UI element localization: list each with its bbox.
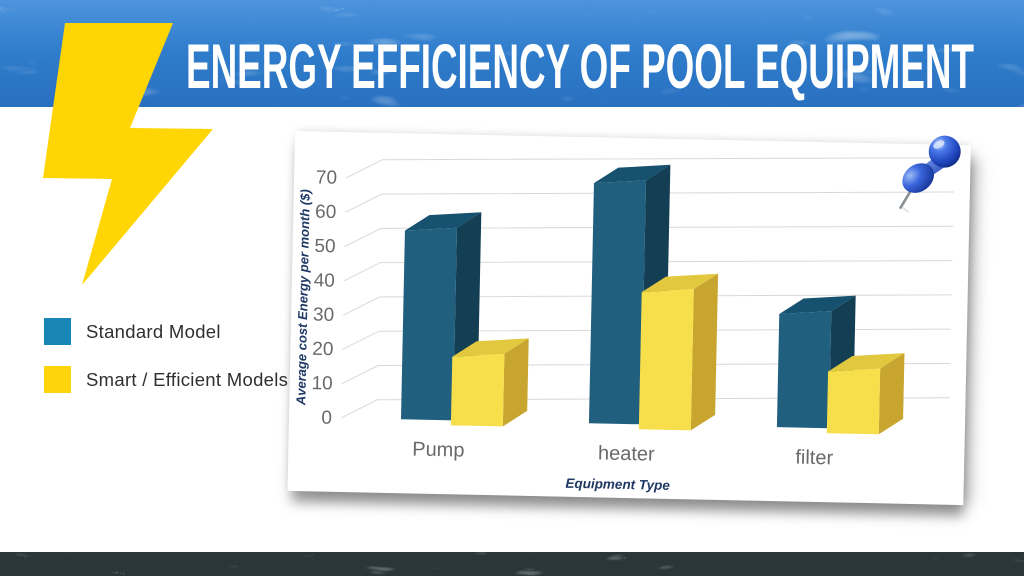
pushpin-icon (899, 135, 961, 213)
gridline (345, 157, 955, 179)
pin-highlight (933, 140, 945, 149)
lightning-bolt-icon (43, 23, 213, 285)
page-title: ENERGY EFFICIENCY OF POOL EQUIPMENT (186, 32, 974, 102)
y-tick-label: 30 (313, 305, 335, 326)
bar-smart-efficient-models-pump (450, 338, 529, 427)
y-tick-label: 20 (312, 339, 334, 360)
water-texture-header (0, 0, 1024, 107)
y-tick-label: 50 (314, 236, 336, 257)
y-tick-label: 70 (316, 167, 338, 188)
legend-swatch-standard (44, 318, 71, 345)
gridline (341, 362, 951, 385)
legend-label-standard: Standard Model (86, 320, 221, 342)
bars: Pump heater filter (400, 164, 905, 470)
bar-smart-efficient-models-heater (638, 273, 719, 431)
x-category-label: heater (598, 442, 655, 465)
gridline (342, 294, 952, 316)
chart-card: 0 10 20 30 40 50 60 70 Pump heater filter Equipment… (287, 131, 971, 506)
legend-label-smart: Smart / Efficient Models (86, 368, 289, 390)
gridline (345, 191, 954, 213)
legend-swatch-smart (44, 366, 71, 393)
y-tick-label: 0 (321, 408, 332, 429)
lightning-bolt-shape (43, 23, 213, 285)
pin-base (902, 163, 934, 193)
y-tick-label: 10 (311, 373, 333, 394)
x-category-label: filter (795, 447, 834, 470)
water-texture-footer (0, 552, 1024, 576)
legend-item-standard: Standard Model (44, 318, 288, 345)
gridline (343, 260, 953, 282)
y-axis-title: Average cost Energy per month ($) (293, 189, 313, 406)
gridline (340, 397, 950, 419)
bar-smart-efficient-models-filter (826, 353, 905, 435)
gridline (344, 225, 954, 248)
footer-water-band (0, 552, 1024, 576)
title-block: ENERGY EFFICIENCY OF POOL EQUIPMENT (186, 32, 974, 102)
y-tick-label: 60 (315, 202, 337, 223)
gridline (342, 328, 951, 350)
y-tick-label: 40 (314, 270, 336, 291)
chart-legend: Standard Model Smart / Efficient Models (44, 318, 288, 393)
chart-grid: 0 10 20 30 40 50 60 70 (311, 157, 955, 429)
header-banner: ENERGY EFFICIENCY OF POOL EQUIPMENT (0, 0, 1024, 107)
pin-needle-shadow (901, 206, 910, 213)
x-category-label: Pump (412, 439, 465, 462)
legend-item-smart: Smart / Efficient Models (44, 366, 288, 393)
bar-chart-3d: 0 10 20 30 40 50 60 70 Pump heater filter Equipment… (293, 157, 955, 493)
x-axis-title: Equipment Type (565, 476, 670, 493)
